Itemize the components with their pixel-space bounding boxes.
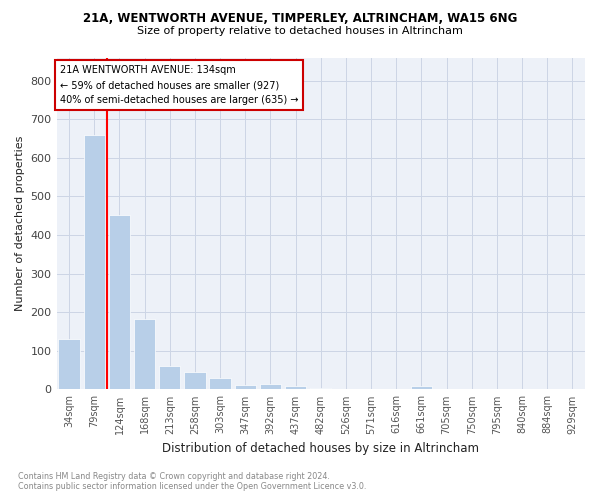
- Text: 21A WENTWORTH AVENUE: 134sqm
← 59% of detached houses are smaller (927)
40% of s: 21A WENTWORTH AVENUE: 134sqm ← 59% of de…: [59, 65, 298, 105]
- Bar: [159, 366, 181, 390]
- Bar: [184, 372, 206, 390]
- Bar: [58, 340, 80, 390]
- Bar: [83, 134, 105, 390]
- X-axis label: Distribution of detached houses by size in Altrincham: Distribution of detached houses by size …: [162, 442, 479, 455]
- Bar: [235, 385, 256, 390]
- Bar: [209, 378, 231, 390]
- Text: Size of property relative to detached houses in Altrincham: Size of property relative to detached ho…: [137, 26, 463, 36]
- Bar: [310, 388, 331, 390]
- Bar: [285, 386, 307, 390]
- Bar: [260, 384, 281, 390]
- Text: Contains HM Land Registry data © Crown copyright and database right 2024.
Contai: Contains HM Land Registry data © Crown c…: [18, 472, 367, 491]
- Y-axis label: Number of detached properties: Number of detached properties: [15, 136, 25, 311]
- Text: 21A, WENTWORTH AVENUE, TIMPERLEY, ALTRINCHAM, WA15 6NG: 21A, WENTWORTH AVENUE, TIMPERLEY, ALTRIN…: [83, 12, 517, 26]
- Bar: [109, 214, 130, 390]
- Bar: [411, 386, 432, 390]
- Bar: [134, 319, 155, 390]
